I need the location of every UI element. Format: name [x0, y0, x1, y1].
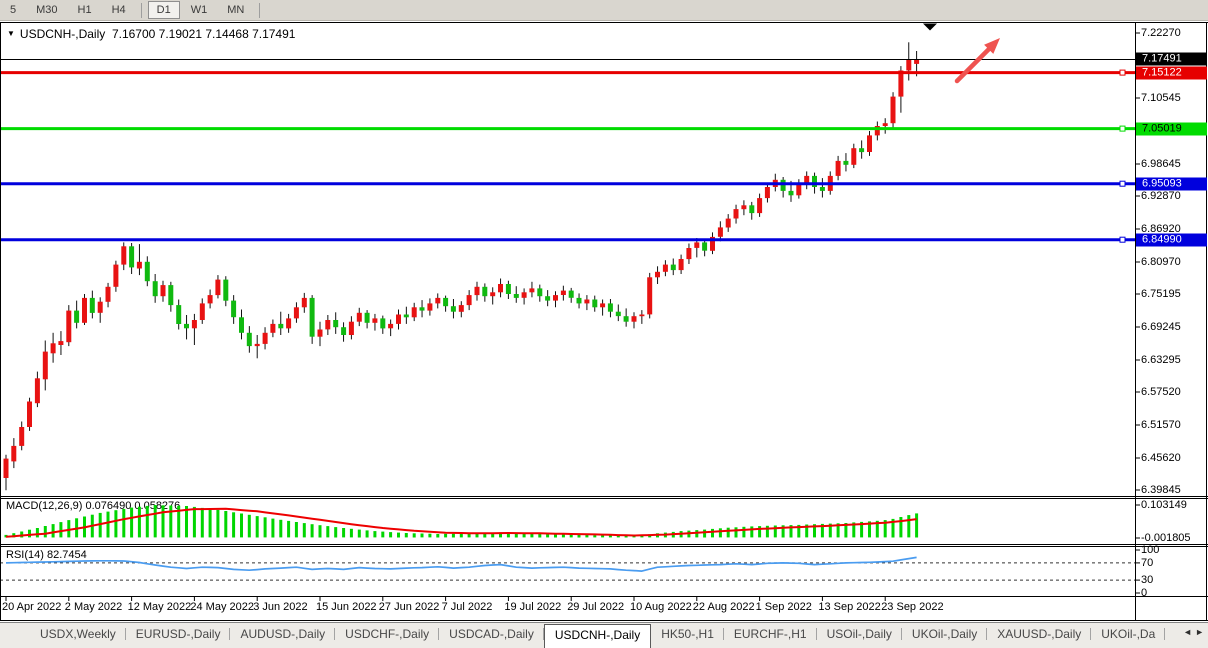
date-tick-label: 23 Sep 2022 [881, 601, 944, 613]
chart-title: ▼ USDCNH-,Daily 7.16700 7.19021 7.14468 7… [7, 27, 295, 41]
price-line-badge: 7.15122 [1136, 66, 1207, 80]
toolbar-separator [259, 2, 261, 18]
price-tick-label: 6.63295 [1141, 353, 1181, 366]
date-tick-label: 15 Jun 2022 [316, 601, 377, 613]
price-tick-label: 6.45620 [1141, 451, 1181, 464]
rsi-axis-label: 30 [1141, 574, 1154, 587]
price-line-badge: 7.17491 [1136, 52, 1207, 66]
toolbar-separator [140, 2, 142, 18]
rsi-axis-label: 0 [1141, 587, 1148, 599]
date-tick-label: 1 Sep 2022 [755, 601, 812, 613]
price-tick-label: 6.39845 [1141, 484, 1181, 496]
tab-ukoil-da[interactable]: UKOil-,Da [1091, 624, 1166, 644]
timeframe-button-5[interactable]: 5 [10, 4, 17, 16]
date-tick-label: 24 May 2022 [190, 601, 254, 613]
date-tick-label: 12 May 2022 [127, 601, 192, 613]
price-tick-label: 6.75195 [1141, 288, 1181, 300]
chart-symbol-label: USDCNH-,Daily [19, 27, 106, 41]
price-tick-label: 6.98645 [1141, 157, 1181, 170]
price-tick-label: 6.69245 [1141, 320, 1181, 333]
rsi-indicator-label: RSI(14) 82.7454 [6, 549, 87, 561]
tab-hk50-h1[interactable]: HK50-,H1 [651, 624, 724, 644]
macd-indicator-label: MACD(12,26,9) 0.076490 0.058276 [6, 500, 181, 512]
date-tick-label: 19 Jul 2022 [504, 601, 562, 613]
price-tick-label: 6.86920 [1141, 222, 1181, 235]
symbol-dropdown-icon[interactable]: ▼ [7, 29, 15, 38]
macd-axis-min-label: -0.001805 [1141, 532, 1191, 544]
rsi-axis-label: 100 [1141, 544, 1160, 556]
price-tick-label: 6.92870 [1141, 190, 1181, 202]
timeframe-toolbar: 5 M30 H1 H4 D1 W1 MN [0, 0, 1208, 21]
price-tick-label: 7.10545 [1141, 92, 1181, 104]
timeframe-button-m30[interactable]: M30 [36, 4, 58, 16]
price-tick-label: 6.51570 [1141, 418, 1181, 431]
tab-audusd-daily[interactable]: AUDUSD-,Daily [230, 624, 335, 644]
tab-eurusd-daily[interactable]: EURUSD-,Daily [126, 624, 231, 644]
chart-area[interactable] [1, 23, 1135, 496]
date-tick-label: 13 Sep 2022 [818, 601, 881, 613]
tab-usdx-weekly[interactable]: USDX,Weekly [30, 624, 126, 644]
timeframe-button-h1[interactable]: H1 [77, 4, 92, 16]
tab-usoil-daily[interactable]: USOil-,Daily [817, 624, 903, 644]
price-line-badge: 7.05019 [1136, 122, 1207, 136]
rsi-axis-label: 70 [1141, 556, 1154, 569]
timeframe-button-h4[interactable]: H4 [111, 4, 126, 16]
date-tick-label: 20 Apr 2022 [2, 601, 62, 613]
date-tick-label: 2 May 2022 [64, 601, 123, 613]
timeframe-button-mn[interactable]: MN [227, 4, 245, 16]
date-tick-label: 3 Jun 2022 [253, 601, 308, 613]
symbol-tabbar: USDX,Weekly EURUSD-,Daily AUDUSD-,Daily USD… [0, 622, 1208, 648]
tab-scroll-arrows: ◄ ► [1181, 627, 1206, 637]
date-tick-label: 7 Jul 2022 [441, 601, 493, 613]
tab-scroll-left-icon[interactable]: ◄ [1183, 627, 1193, 637]
price-line-badge: 6.95093 [1136, 177, 1207, 191]
tab-scroll-right-icon[interactable]: ► [1195, 627, 1204, 637]
tab-eurchf-h1[interactable]: EURCHF-,H1 [724, 624, 817, 644]
tab-usdcad-daily[interactable]: USDCAD-,Daily [439, 624, 544, 644]
tab-usdcnh-daily[interactable]: USDCNH-,Daily [543, 624, 652, 648]
tab-ukoil-daily[interactable]: UKOil-,Daily [902, 624, 988, 644]
chart-ohlc-values: 7.16700 7.19021 7.14468 7.17491 [111, 27, 296, 41]
date-tick-label: 29 Jul 2022 [567, 601, 625, 613]
price-tick-label: 6.80970 [1141, 255, 1181, 268]
timeframe-button-d1[interactable]: D1 [147, 1, 180, 19]
price-tick-label: 7.22270 [1141, 27, 1181, 39]
tab-xauusd-daily[interactable]: XAUUSD-,Daily [987, 624, 1092, 644]
date-tick-label: 10 Aug 2022 [630, 601, 692, 613]
date-tick-label: 27 Jun 2022 [378, 601, 440, 613]
date-tick-label: 22 Aug 2022 [692, 601, 755, 613]
tab-usdchf-daily[interactable]: USDCHF-,Daily [335, 624, 440, 644]
price-tick-label: 6.57520 [1141, 386, 1181, 398]
price-line-badge: 6.84990 [1136, 233, 1207, 247]
timeframe-button-w1[interactable]: W1 [190, 4, 208, 16]
macd-axis-max-label: 0.103149 [1141, 499, 1187, 511]
